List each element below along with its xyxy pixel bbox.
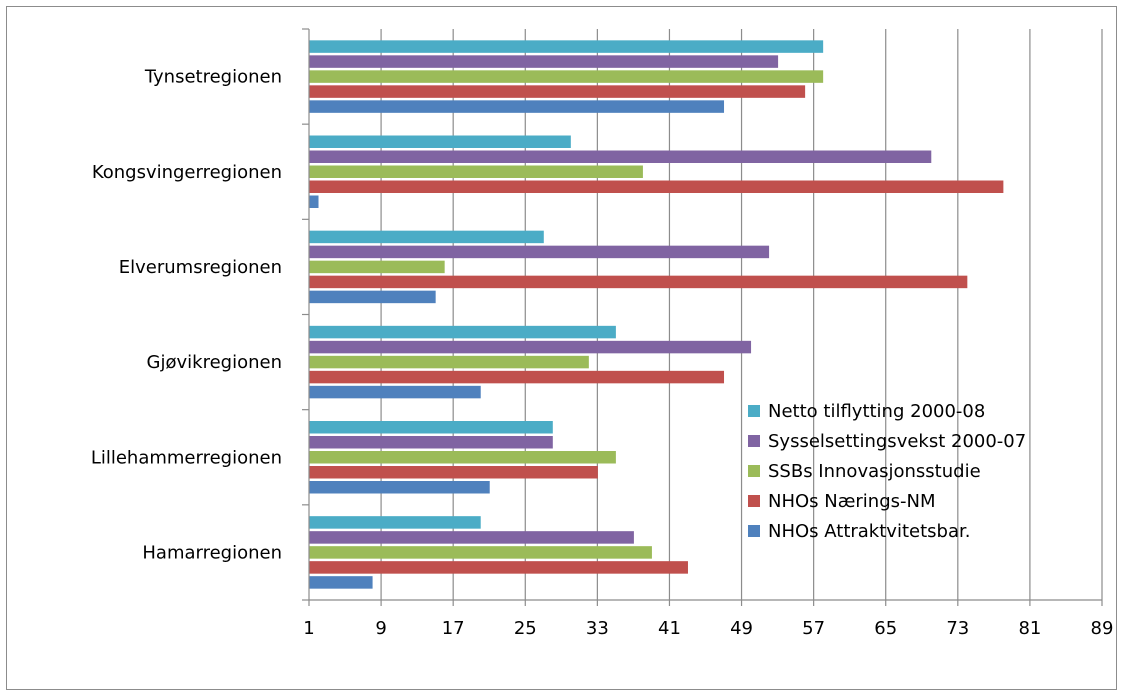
bar	[309, 180, 1004, 193]
bar	[309, 421, 553, 434]
legend-swatch	[748, 435, 760, 447]
x-tick-label: 1	[303, 618, 314, 639]
bars	[309, 40, 1004, 589]
x-tick-labels: 1 9 17 25 33 41 49 57 65 73 81 89	[303, 618, 1113, 639]
category-label: Tynsetregionen	[144, 67, 282, 88]
bar	[309, 370, 725, 384]
x-tick-label: 33	[586, 618, 609, 639]
legend-label: NHOs Nærings-NM	[768, 491, 936, 512]
x-tick-label: 17	[442, 618, 465, 639]
bar	[309, 576, 373, 589]
category-label: Elverumsregionen	[119, 257, 282, 278]
bar	[309, 561, 688, 574]
bar	[309, 230, 544, 244]
bar	[309, 481, 490, 494]
bar	[309, 150, 932, 163]
bar	[309, 546, 652, 559]
bar	[309, 466, 598, 479]
bar	[309, 195, 319, 208]
x-tick-label: 9	[375, 618, 386, 639]
category-labels: Hamarregionen Lillehammerregionen Gjøvikre…	[91, 67, 282, 564]
axes	[302, 28, 1103, 606]
legend-label: Sysselsettingsvekst 2000-07	[768, 431, 1026, 452]
x-tick-label: 89	[1091, 618, 1114, 639]
bar	[309, 436, 553, 449]
legend-label: Netto tilflytting 2000-08	[768, 401, 985, 422]
legend-swatch	[748, 465, 760, 477]
bar	[309, 385, 481, 399]
legend-label: NHOs Attraktvitetsbar.	[768, 521, 970, 542]
category-label: Kongsvingerregionen	[92, 162, 282, 183]
bar	[309, 85, 806, 98]
bar	[309, 531, 634, 544]
x-tick-label: 81	[1018, 618, 1041, 639]
bar	[309, 340, 752, 354]
bar	[309, 245, 770, 259]
category-label: Hamarregionen	[142, 542, 282, 563]
x-tick-label: 65	[874, 618, 897, 639]
bar	[309, 100, 725, 113]
bar	[309, 55, 779, 68]
bar	[309, 325, 616, 339]
legend-swatch	[748, 525, 760, 537]
bar	[309, 275, 968, 289]
x-tick-label: 25	[514, 618, 537, 639]
bar	[309, 165, 643, 178]
legend-swatch	[748, 405, 760, 417]
bar	[309, 290, 436, 304]
x-tick-label: 41	[658, 618, 681, 639]
bar	[309, 451, 616, 464]
legend-label: SSBs Innovasjonsstudie	[768, 461, 981, 482]
bar	[309, 135, 571, 148]
x-tick-label: 73	[946, 618, 969, 639]
bar	[309, 40, 824, 53]
x-tick-label: 57	[802, 618, 825, 639]
gridlines	[380, 29, 1103, 600]
bar	[309, 260, 445, 274]
x-tick-label: 49	[730, 618, 753, 639]
bar	[309, 70, 824, 83]
bar	[309, 355, 589, 369]
bar	[309, 516, 481, 529]
category-label: Gjøvikregionen	[147, 352, 282, 373]
legend-swatch	[748, 495, 760, 507]
legend: Netto tilflytting 2000-08 Sysselsettingsv…	[748, 401, 1026, 542]
category-label: Lillehammerregionen	[91, 447, 282, 468]
